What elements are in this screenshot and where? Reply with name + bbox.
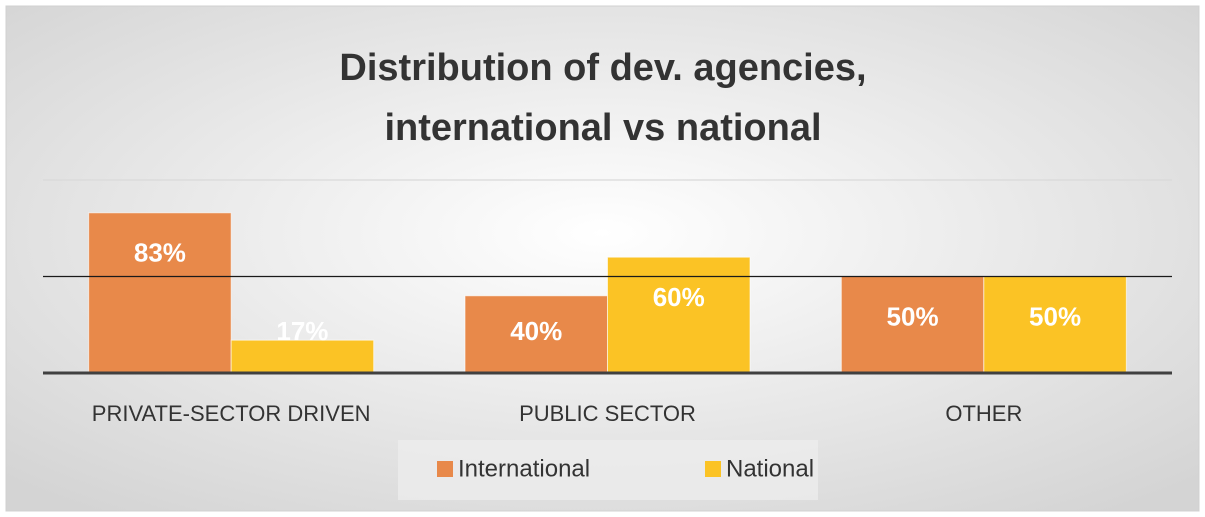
x-tick-label: OTHER: [945, 401, 1022, 426]
data-label: 60%: [653, 282, 705, 312]
data-label: 50%: [1029, 301, 1081, 331]
data-label: 83%: [134, 238, 186, 268]
data-label: 40%: [510, 316, 562, 346]
legend-swatch: [705, 461, 721, 477]
legend-label: International: [458, 455, 590, 482]
data-label: 50%: [887, 301, 939, 331]
bar: [230, 339, 375, 374]
legend-box: [398, 440, 818, 500]
legend-label: National: [726, 455, 814, 482]
data-label: 17%: [276, 316, 328, 346]
bar: [607, 256, 751, 374]
x-tick-label: PUBLIC SECTOR: [519, 401, 696, 426]
x-tick-label: PRIVATE-SECTOR DRIVEN: [92, 401, 371, 426]
chart-title: Distribution of dev. agencies,: [339, 47, 866, 89]
bar: [88, 212, 232, 374]
bar: [464, 295, 608, 374]
legend-swatch: [437, 461, 453, 477]
chart-title: international vs national: [384, 107, 821, 149]
